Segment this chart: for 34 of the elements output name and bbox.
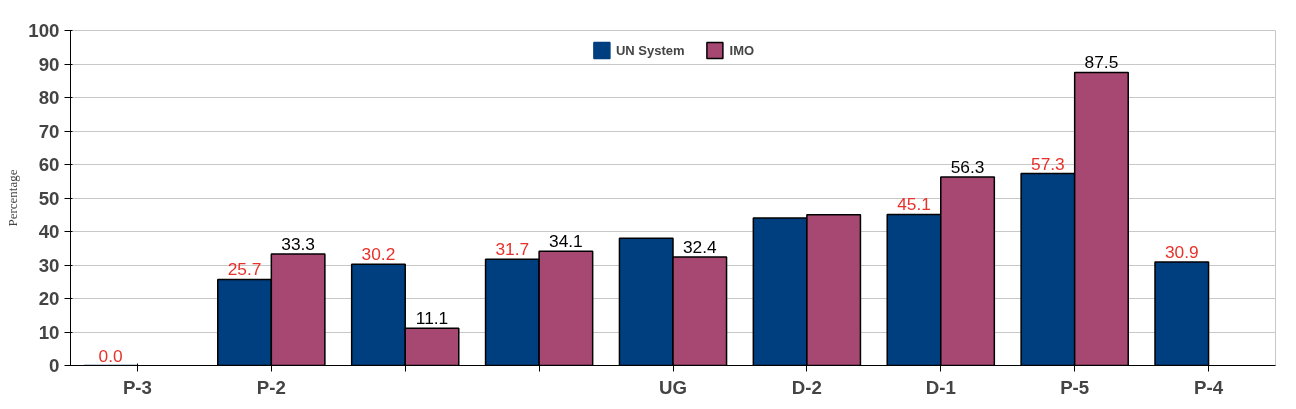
y-tick-label: 0	[49, 355, 60, 376]
data-label: 45.1	[897, 194, 931, 215]
x-tick-label: D-1	[925, 376, 956, 398]
x-tick-label: P-5	[1060, 376, 1090, 398]
x-tick-label: P-4	[1194, 376, 1224, 398]
legend-label: IMO	[729, 42, 755, 58]
y-tick-label: 40	[38, 221, 60, 242]
data-label: 30.9	[1164, 241, 1199, 262]
y-tick-label: 60	[38, 154, 60, 175]
x-tick-label: D-2	[791, 376, 822, 398]
data-label: 32.4	[682, 236, 717, 257]
x-tick-label: P-3	[122, 376, 152, 398]
x-tick-label: P-2	[256, 376, 286, 398]
x-tick-label: UG	[659, 376, 687, 398]
y-tick-label: 30	[38, 254, 60, 276]
data-label: 87.5	[1084, 52, 1119, 73]
legend-label: UN System	[615, 42, 685, 58]
data-label: 11.1	[415, 308, 449, 329]
data-label: 0.0	[98, 345, 123, 366]
y-tick-label: 70	[38, 120, 60, 142]
y-tick-label: 10	[38, 321, 60, 343]
y-tick-label: 50	[38, 187, 60, 209]
y-tick-label: 20	[38, 288, 60, 309]
data-label: 57.3	[1031, 153, 1065, 174]
y-tick-label: 80	[38, 87, 60, 108]
data-label: 31.7	[495, 239, 530, 260]
y-tick-label: 100	[28, 20, 60, 41]
data-label: 34.1	[549, 231, 583, 252]
y-tick-label: 90	[38, 53, 60, 75]
y-axis-title: Percentage	[5, 169, 21, 227]
data-label: 25.7	[227, 259, 262, 280]
data-label: 30.2	[361, 244, 396, 265]
data-label: 56.3	[950, 156, 985, 177]
data-label: 33.3	[281, 233, 315, 254]
